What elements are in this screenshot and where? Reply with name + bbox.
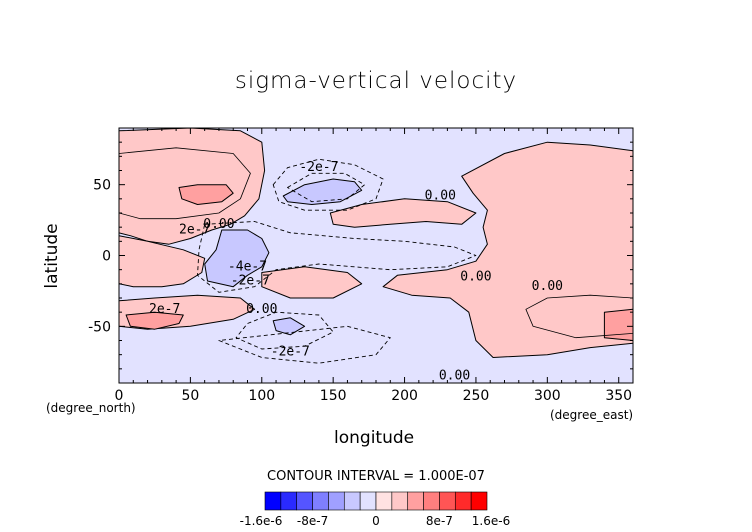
field-layer	[119, 128, 633, 383]
contour-label-9: 0.00	[246, 302, 277, 317]
negative-contour-south-outer	[218, 325, 391, 364]
x-tick-label-300: 300	[534, 388, 561, 404]
colorbar-swatch-8	[391, 491, 409, 511]
contour-label-5: -2e-7	[231, 274, 270, 289]
colorbar-swatch-12	[454, 491, 472, 511]
contour-label-8: 2e-7	[149, 302, 180, 317]
colorbar-swatch-9	[407, 491, 424, 511]
chart-title: sigma-vertical velocity	[234, 68, 518, 94]
positive-region-southcentral	[261, 266, 363, 299]
colorbar-tick-label-2: 0	[372, 514, 380, 528]
negative-contour-south	[235, 311, 334, 350]
positive-region-northcentral	[329, 198, 477, 228]
contour-label-0: -2e-7	[299, 160, 338, 175]
colorbar-swatch-3	[312, 491, 329, 511]
colorbar-tick-label-4: 1.6e-6	[472, 514, 510, 528]
strong-positive-patch-south	[125, 311, 184, 330]
contour-label-3: 0.00	[203, 217, 234, 232]
x-tick-label-100: 100	[248, 388, 275, 404]
contour-label-6: 0.00	[460, 269, 491, 284]
y-tick-label--50: -50	[88, 319, 111, 335]
positive-contour-northwest-inner	[119, 147, 251, 220]
colorbar-swatch-2	[296, 491, 313, 511]
colorbar-swatch-10	[423, 491, 440, 511]
colorbar-tick-label-3: 8e-7	[426, 514, 453, 528]
negative-contour-north-inner	[287, 172, 366, 203]
colorbar-swatch-4	[328, 491, 345, 511]
contour-label-7: 0.00	[532, 279, 563, 294]
y-tick-label-50: 50	[93, 178, 111, 194]
contour-label-2: 2e-7	[179, 223, 210, 238]
y-axis-unit: (degree_north)	[46, 401, 136, 415]
colorbar-swatch-0	[264, 491, 282, 511]
x-tick-label-250: 250	[463, 388, 490, 404]
colorbar-swatch-6	[359, 491, 377, 511]
colorbar-tick-label-1: -8e-7	[297, 514, 328, 528]
negative-contour-north-outer	[272, 158, 384, 211]
x-tick-label-350: 350	[605, 388, 632, 404]
contour-interval-text: CONTOUR INTERVAL = 1.000E-07	[267, 469, 485, 484]
negative-contour-tropic-outer	[197, 221, 477, 293]
x-axis-label: longitude	[334, 428, 415, 448]
colorbar-swatch-11	[439, 491, 456, 511]
contour-label-11: 0.00	[439, 368, 470, 383]
colorbar-swatch-1	[280, 491, 298, 511]
colorbar-tick-label-0: -1.6e-6	[240, 514, 283, 528]
positive-contour-east-inner	[525, 294, 633, 339]
contour-label-4: -4e-7	[228, 259, 267, 274]
contour-label-10: -2e-7	[271, 344, 310, 359]
strong-negative-patch-tropics	[204, 229, 270, 288]
y-axis-label: latitude	[42, 223, 62, 289]
contour-label-1: 0.00	[425, 189, 456, 204]
positive-region-westcentral	[119, 235, 206, 288]
x-tick-label-200: 200	[391, 388, 418, 404]
x-tick-label-50: 50	[181, 388, 199, 404]
strong-negative-patch-south	[272, 317, 306, 336]
x-tick-label-150: 150	[320, 388, 347, 404]
strong-positive-patch-east	[603, 308, 633, 341]
strong-negative-patch-north	[282, 178, 363, 205]
colorbar-swatch-7	[375, 491, 393, 511]
y-tick-label-0: 0	[102, 249, 111, 265]
colorbar-swatch-5	[343, 491, 361, 511]
positive-region-east	[382, 141, 633, 358]
x-axis-unit: (degree_east)	[550, 408, 634, 422]
strong-positive-patch-north	[178, 184, 234, 205]
colorbar-swatch-13	[470, 491, 488, 511]
x-tick-label-0: 0	[115, 388, 124, 404]
